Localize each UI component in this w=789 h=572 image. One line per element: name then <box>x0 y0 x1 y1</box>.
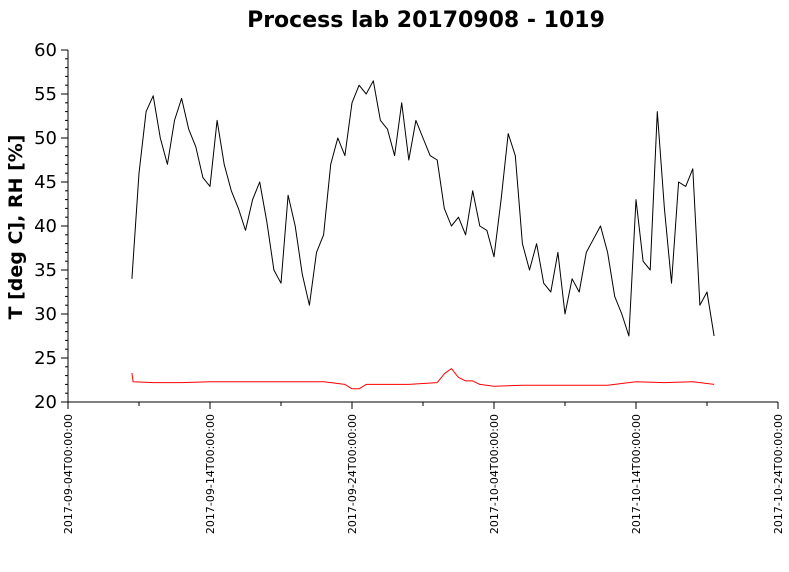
series-group <box>131 80 715 390</box>
y-tick-label: 55 <box>34 84 57 105</box>
x-ticks: 2017-09-04T00:00:00 2017-09-14T00:00:00 20… <box>62 402 785 534</box>
y-tick-label: 35 <box>34 260 57 281</box>
y-tick-label: 50 <box>34 128 57 149</box>
y-tick-label: 25 <box>34 348 57 369</box>
x-tick-label: 2017-10-04T00:00:00 <box>488 414 501 534</box>
x-tick-label: 2017-10-14T00:00:00 <box>630 414 643 534</box>
y-axis-label: T [deg C], RH [%] <box>5 135 27 320</box>
y-tick-label: 30 <box>34 304 57 325</box>
series-line-1 <box>131 80 715 337</box>
x-tick-label: 2017-09-04T00:00:00 <box>62 414 75 534</box>
y-tick-label: 40 <box>34 216 57 237</box>
y-tick-label: 45 <box>34 172 57 193</box>
x-tick-label: 2017-09-14T00:00:00 <box>204 414 217 534</box>
y-tick-label: 60 <box>34 40 57 61</box>
series-line-2 <box>131 368 715 390</box>
y-ticks: 20 25 30 35 40 45 50 55 60 <box>34 40 68 413</box>
y-tick-label: 20 <box>34 392 57 413</box>
chart-title: Process lab 20170908 - 1019 <box>247 8 605 33</box>
x-tick-label: 2017-10-24T00:00:00 <box>772 414 785 534</box>
x-tick-label: 2017-09-24T00:00:00 <box>346 414 359 534</box>
